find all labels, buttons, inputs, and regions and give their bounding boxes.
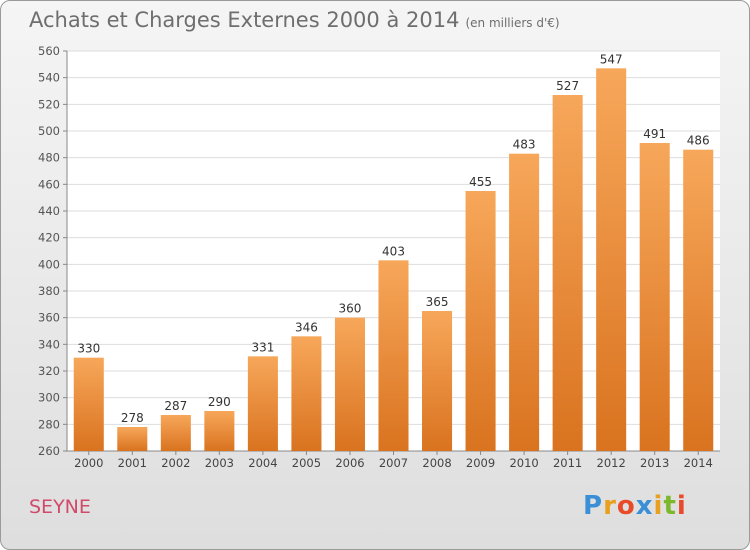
y-tick-label: 560 xyxy=(38,44,60,58)
bar-2001 xyxy=(117,427,148,451)
bar-value-label: 403 xyxy=(382,244,405,258)
bar-2014 xyxy=(683,149,714,451)
logo-letter: t xyxy=(663,491,677,521)
bar-2002 xyxy=(160,415,191,451)
y-tick-label: 380 xyxy=(38,284,60,298)
x-tick-label: 2011 xyxy=(553,456,582,470)
y-tick-label: 300 xyxy=(38,391,60,405)
x-tick-label: 2005 xyxy=(292,456,321,470)
bar-2012 xyxy=(596,68,627,451)
x-tick-label: 2007 xyxy=(379,456,408,470)
bar-2010 xyxy=(509,153,540,451)
bar-value-label: 486 xyxy=(687,134,710,148)
bar-2005 xyxy=(291,336,322,451)
bar-value-label: 331 xyxy=(251,340,274,354)
y-tick-label: 460 xyxy=(38,177,60,191)
x-tick-label: 2006 xyxy=(335,456,364,470)
logo-letter: P xyxy=(583,491,604,521)
bar-2009 xyxy=(465,191,496,451)
y-tick-label: 320 xyxy=(38,364,60,378)
bar-value-label: 330 xyxy=(77,342,100,356)
y-tick-label: 400 xyxy=(38,257,60,271)
bar-value-label: 547 xyxy=(600,52,623,66)
x-tick-label: 2013 xyxy=(640,456,669,470)
logo-letter: i xyxy=(676,491,687,521)
logo-letter: o xyxy=(616,491,636,521)
y-tick-label: 260 xyxy=(38,444,60,458)
bar-2007 xyxy=(378,260,409,451)
y-tick-label: 360 xyxy=(38,311,60,325)
y-tick-label: 280 xyxy=(38,417,60,431)
bar-2003 xyxy=(204,411,235,451)
y-tick-label: 540 xyxy=(38,71,60,85)
bar-2004 xyxy=(247,356,278,451)
bar-value-label: 290 xyxy=(208,395,231,409)
y-tick-label: 340 xyxy=(38,337,60,351)
bar-value-label: 278 xyxy=(121,411,144,425)
x-tick-label: 2012 xyxy=(597,456,626,470)
logo-letter: x xyxy=(635,491,654,521)
bar-2006 xyxy=(334,317,365,451)
bar-value-label: 483 xyxy=(513,138,536,152)
bar-value-label: 527 xyxy=(556,79,579,93)
bar-value-label: 287 xyxy=(164,399,187,413)
bar-2013 xyxy=(639,143,670,451)
y-tick-label: 500 xyxy=(38,124,60,138)
x-tick-label: 2001 xyxy=(118,456,147,470)
y-tick-label: 440 xyxy=(38,204,60,218)
bar-value-label: 346 xyxy=(295,320,318,334)
bar-value-label: 365 xyxy=(426,295,449,309)
x-tick-label: 2010 xyxy=(509,456,538,470)
bar-value-label: 360 xyxy=(339,302,362,316)
chart-title-text: Achats et Charges Externes 2000 à 2014 xyxy=(29,8,460,32)
bar-2011 xyxy=(552,95,583,451)
logo-letter: r xyxy=(603,491,617,521)
bar-value-label: 455 xyxy=(469,175,492,189)
y-tick-label: 480 xyxy=(38,151,60,165)
bar-value-label: 491 xyxy=(643,127,666,141)
x-tick-label: 2014 xyxy=(684,456,713,470)
bar-2008 xyxy=(422,311,453,451)
y-tick-label: 520 xyxy=(38,97,60,111)
y-tick-label: 420 xyxy=(38,231,60,245)
x-tick-label: 2000 xyxy=(74,456,103,470)
chart-subtitle: (en milliers d'€) xyxy=(465,16,560,30)
bar-2000 xyxy=(73,357,104,451)
x-tick-label: 2004 xyxy=(248,456,277,470)
logo-letter: i xyxy=(653,491,664,521)
x-tick-label: 2002 xyxy=(161,456,190,470)
proxiti-logo[interactable]: Proxiti xyxy=(583,491,687,521)
x-tick-label: 2008 xyxy=(422,456,451,470)
x-tick-label: 2009 xyxy=(466,456,495,470)
chart-title: Achats et Charges Externes 2000 à 2014 (e… xyxy=(29,8,560,32)
place-name: SEYNE xyxy=(29,496,91,518)
x-tick-label: 2003 xyxy=(205,456,234,470)
